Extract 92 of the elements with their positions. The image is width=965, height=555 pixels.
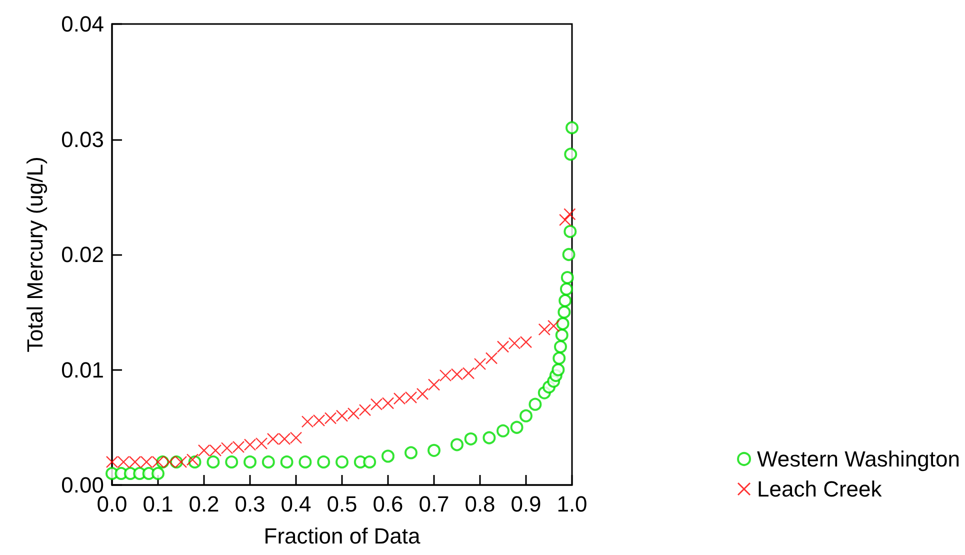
point — [528, 398, 542, 411]
point — [324, 412, 337, 424]
x-tick-label: 0.6 — [372, 492, 404, 516]
y-tick-label: 0.04 — [61, 12, 104, 36]
point — [556, 317, 570, 330]
point — [363, 455, 376, 468]
point — [358, 404, 372, 416]
point — [462, 367, 475, 380]
point — [554, 340, 567, 354]
point — [220, 442, 234, 454]
point — [382, 397, 394, 410]
point — [560, 282, 573, 296]
point — [232, 440, 245, 454]
point — [508, 337, 521, 350]
point — [209, 444, 222, 457]
point — [404, 391, 418, 404]
point — [439, 369, 452, 382]
legend-label: Leach Creek — [757, 476, 883, 502]
x-tick-label: 0.7 — [418, 492, 450, 516]
point — [464, 432, 478, 446]
point — [317, 455, 330, 468]
point — [278, 432, 291, 445]
point — [152, 456, 164, 468]
x-tick-label: 0.4 — [280, 492, 312, 516]
point — [298, 455, 312, 468]
point — [559, 214, 572, 226]
point — [564, 148, 578, 161]
point — [450, 368, 464, 380]
point — [393, 392, 406, 405]
point — [496, 340, 510, 353]
x-tick-label: 1.0 — [556, 492, 588, 516]
point — [496, 424, 510, 438]
point — [510, 420, 524, 434]
point — [225, 455, 238, 468]
x-tick-label: 0.5 — [326, 492, 358, 516]
point — [117, 456, 130, 468]
point — [482, 431, 496, 444]
point — [558, 306, 571, 319]
point — [428, 378, 440, 391]
point — [552, 352, 566, 365]
point — [336, 410, 348, 422]
legend-label: Western Washington — [757, 446, 960, 472]
point — [404, 446, 418, 460]
point — [450, 438, 464, 452]
point — [520, 336, 532, 348]
point — [244, 455, 256, 468]
point — [163, 456, 176, 468]
y-axis-title: Total Mercury (ug/L) — [22, 156, 48, 352]
point — [558, 294, 572, 308]
point — [428, 444, 440, 457]
point — [198, 444, 210, 457]
point — [474, 358, 486, 370]
point — [382, 450, 394, 463]
point — [416, 388, 429, 400]
point — [548, 320, 560, 332]
point — [566, 121, 578, 134]
point — [186, 454, 199, 466]
point — [174, 456, 188, 468]
y-tick-label: 0.01 — [61, 357, 104, 382]
point — [370, 398, 383, 410]
point — [290, 432, 302, 444]
point — [347, 407, 360, 420]
point — [140, 456, 153, 468]
y-tick-label: 0.02 — [61, 242, 104, 267]
point — [485, 352, 498, 364]
point — [262, 455, 275, 468]
y-tick-label: 0.03 — [61, 126, 104, 152]
point — [312, 414, 326, 427]
x-tick-label: 0.2 — [188, 492, 220, 516]
point — [560, 271, 574, 284]
point — [244, 438, 256, 451]
x-tick-label: 0.9 — [510, 492, 542, 516]
point — [552, 363, 565, 376]
point — [280, 455, 294, 468]
point — [206, 455, 220, 468]
point — [255, 437, 268, 450]
point — [106, 456, 118, 468]
point — [336, 455, 348, 468]
x-tick-label: 0.3 — [234, 492, 266, 516]
point — [564, 208, 576, 220]
point — [266, 432, 280, 445]
point — [538, 323, 550, 336]
point — [564, 224, 577, 238]
x-tick-label: 0.8 — [464, 492, 496, 516]
x-tick-label: 0.1 — [142, 492, 174, 516]
point — [562, 248, 576, 261]
point — [555, 328, 568, 342]
point — [301, 416, 314, 428]
point — [520, 409, 532, 422]
point — [128, 456, 142, 468]
point — [152, 466, 164, 480]
x-axis-title: Fraction of Data — [264, 524, 422, 548]
